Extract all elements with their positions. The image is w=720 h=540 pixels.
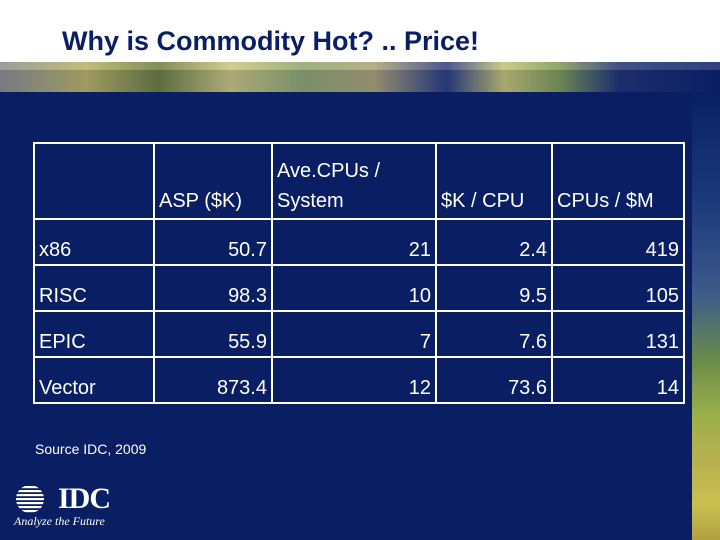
header-ave-cpus-line1: Ave.CPUs / [277, 160, 380, 182]
decorative-right-edge [692, 92, 720, 540]
cell-k-per-cpu: 7.6 [435, 310, 553, 358]
header-k-per-cpu: $K / CPU [435, 142, 553, 220]
cell-ave-cpus: 21 [271, 218, 437, 266]
table-row: Vector 873.4 12 73.6 14 [33, 356, 685, 404]
cell-k-per-cpu: 73.6 [435, 356, 553, 404]
cell-cpus-per-m: 419 [551, 218, 685, 266]
cell-cpus-per-m: 14 [551, 356, 685, 404]
table-row: x86 50.7 21 2.4 419 [33, 218, 685, 266]
logo-wordmark: IDC [58, 482, 111, 515]
cell-cpus-per-m: 131 [551, 310, 685, 358]
header-ave-cpus: Ave.CPUs / System [271, 142, 437, 220]
cell-asp: 55.9 [153, 310, 273, 358]
cell-cpus-per-m: 105 [551, 264, 685, 312]
cell-ave-cpus: 7 [271, 310, 437, 358]
source-note: Source IDC, 2009 [35, 441, 147, 457]
logo-tagline: Analyze the Future [14, 514, 105, 528]
idc-logo: IDC Analyze the Future [12, 482, 142, 530]
table-row: EPIC 55.9 7 7.6 131 [33, 310, 685, 358]
logo-area [0, 470, 180, 540]
table-header-row: ASP ($K) Ave.CPUs / System $K / CPU CPUs… [33, 142, 685, 220]
cell-ave-cpus: 10 [271, 264, 437, 312]
cell-asp: 98.3 [153, 264, 273, 312]
row-label: RISC [33, 264, 155, 312]
cell-k-per-cpu: 9.5 [435, 264, 553, 312]
globe-icon [16, 486, 44, 513]
row-label: EPIC [33, 310, 155, 358]
decorative-stripe [0, 62, 720, 92]
header-ave-cpus-line2: System [277, 190, 344, 212]
cell-ave-cpus: 12 [271, 356, 437, 404]
row-label: x86 [33, 218, 155, 266]
header-asp: ASP ($K) [153, 142, 273, 220]
page-title: Why is Commodity Hot? .. Price! [62, 26, 480, 56]
title-band [0, 0, 720, 70]
cell-asp: 50.7 [153, 218, 273, 266]
cell-k-per-cpu: 2.4 [435, 218, 553, 266]
table-row: RISC 98.3 10 9.5 105 [33, 264, 685, 312]
price-table: ASP ($K) Ave.CPUs / System $K / CPU CPUs… [33, 142, 685, 404]
cell-asp: 873.4 [153, 356, 273, 404]
row-label: Vector [33, 356, 155, 404]
header-cpus-per-m: CPUs / $M [551, 142, 685, 220]
header-empty [33, 142, 155, 220]
